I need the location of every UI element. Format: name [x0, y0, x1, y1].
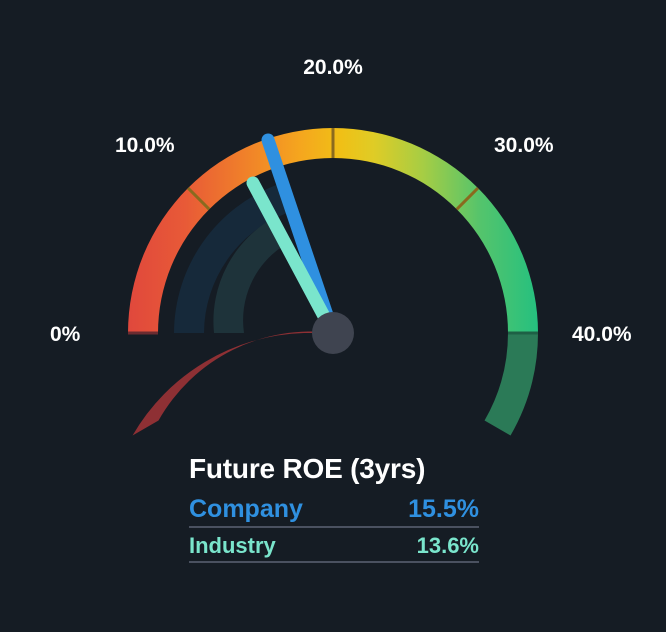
legend-value-company: 15.5% [408, 495, 479, 523]
legend-label-industry: Industry [189, 533, 276, 558]
legend-row-industry: Industry 13.6% [189, 533, 479, 563]
gauge-band-industry [213, 216, 284, 333]
legend-value-industry: 13.6% [416, 533, 479, 558]
gauge-band-company [174, 184, 289, 333]
gauge-gradient-arc [128, 128, 538, 333]
gauge-legend: Future ROE (3yrs) Company 15.5% Industry… [189, 450, 479, 563]
needle-industry [246, 176, 340, 340]
tick-label-0: 0% [50, 323, 81, 346]
tick-label-10: 10.0% [115, 134, 175, 157]
gauge-segment-above-max [484, 333, 538, 436]
tick-label-40: 40.0% [572, 323, 632, 346]
legend-row-company: Company 15.5% [189, 495, 479, 528]
needle-hub [312, 312, 354, 354]
tick-label-30: 30.0% [494, 134, 554, 157]
gauge-segment-below-min [132, 331, 334, 436]
gauge-tick-marks [186, 128, 480, 211]
legend-label-company: Company [189, 495, 303, 523]
tick-label-20: 20.0% [303, 56, 363, 79]
chart-title: Future ROE (3yrs) [189, 453, 426, 484]
